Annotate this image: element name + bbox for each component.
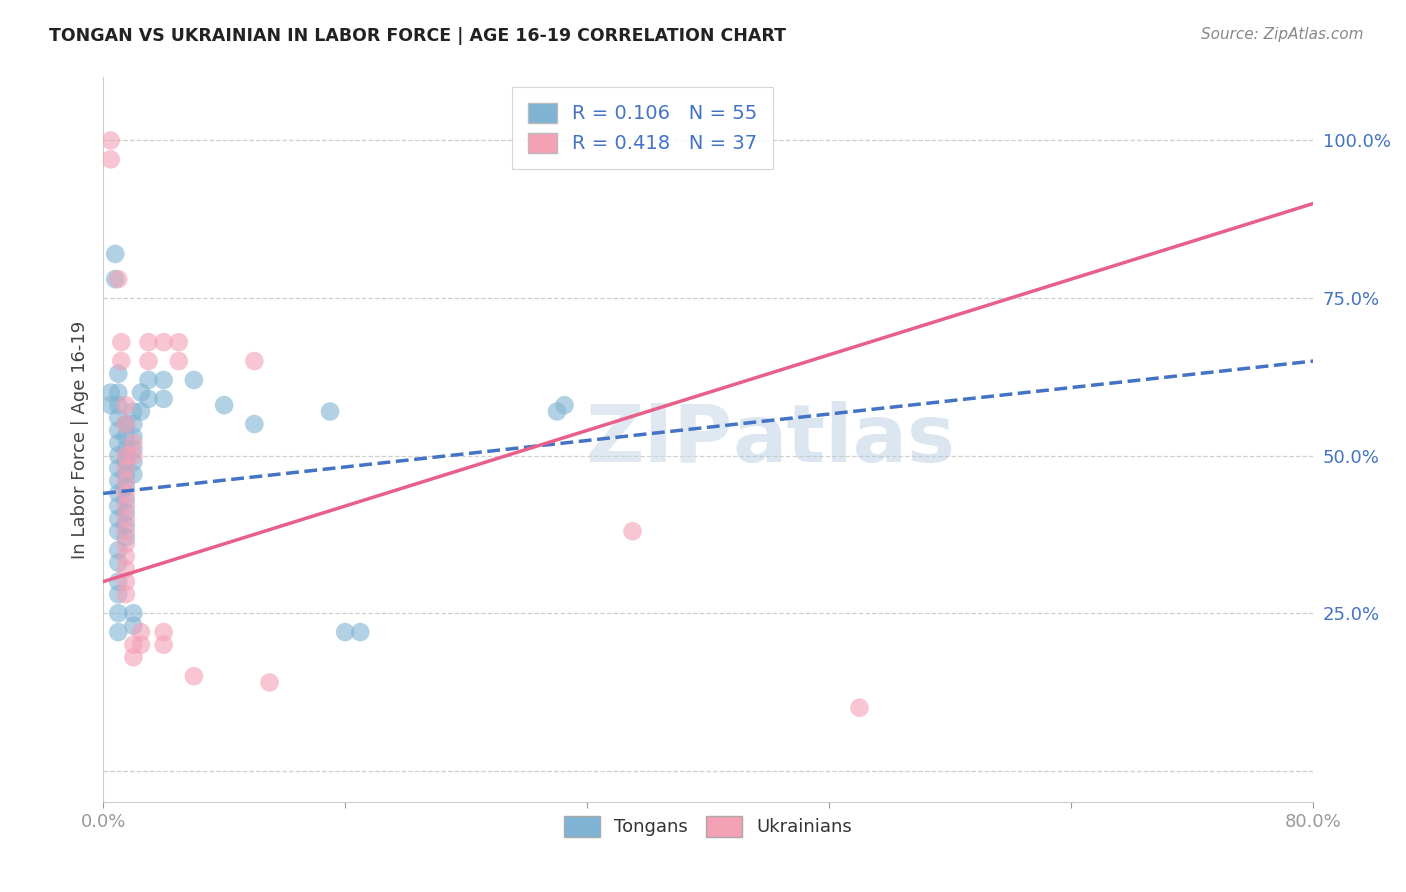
Point [152, 638, 174, 652]
Point [107, 424, 129, 438]
Point [114, 486, 136, 500]
Point [107, 606, 129, 620]
Point [122, 650, 145, 665]
Point [114, 480, 136, 494]
Point [122, 404, 145, 418]
Point [114, 474, 136, 488]
Point [104, 272, 127, 286]
Point [107, 486, 129, 500]
Point [114, 455, 136, 469]
Point [546, 404, 568, 418]
Point [114, 574, 136, 589]
Point [183, 669, 205, 683]
Point [114, 449, 136, 463]
Point [110, 335, 132, 350]
Point [129, 638, 152, 652]
Point [152, 625, 174, 640]
Point [152, 373, 174, 387]
Point [333, 625, 356, 640]
Point [152, 392, 174, 406]
Text: TONGAN VS UKRAINIAN IN LABOR FORCE | AGE 16-19 CORRELATION CHART: TONGAN VS UKRAINIAN IN LABOR FORCE | AGE… [49, 27, 786, 45]
Point [122, 449, 145, 463]
Point [114, 549, 136, 564]
Point [114, 511, 136, 525]
Point [152, 335, 174, 350]
Point [553, 398, 575, 412]
Point [114, 442, 136, 457]
Point [107, 272, 129, 286]
Point [138, 392, 160, 406]
Point [129, 404, 152, 418]
Point [114, 430, 136, 444]
Point [212, 398, 235, 412]
Point [107, 524, 129, 539]
Point [167, 335, 190, 350]
Point [243, 417, 266, 431]
Point [129, 385, 152, 400]
Point [349, 625, 371, 640]
Point [107, 385, 129, 400]
Point [114, 417, 136, 431]
Point [110, 354, 132, 368]
Point [319, 404, 342, 418]
Point [107, 410, 129, 425]
Point [114, 398, 136, 412]
Point [107, 574, 129, 589]
Point [122, 442, 145, 457]
Point [100, 385, 122, 400]
Point [259, 675, 281, 690]
Point [114, 461, 136, 475]
Point [122, 417, 145, 431]
Point [848, 700, 870, 714]
Point [114, 537, 136, 551]
Point [114, 417, 136, 431]
Point [122, 638, 145, 652]
Point [114, 492, 136, 507]
Text: ZIP: ZIP [585, 401, 733, 479]
Point [122, 619, 145, 633]
Point [107, 625, 129, 640]
Point [114, 505, 136, 519]
Point [122, 455, 145, 469]
Point [107, 461, 129, 475]
Point [100, 398, 122, 412]
Point [138, 354, 160, 368]
Point [114, 587, 136, 601]
Point [114, 531, 136, 545]
Point [167, 354, 190, 368]
Point [107, 474, 129, 488]
Point [100, 153, 122, 167]
Point [104, 247, 127, 261]
Point [107, 436, 129, 450]
Point [107, 398, 129, 412]
Point [122, 436, 145, 450]
Text: Source: ZipAtlas.com: Source: ZipAtlas.com [1201, 27, 1364, 42]
Point [122, 606, 145, 620]
Point [107, 511, 129, 525]
Point [114, 499, 136, 513]
Point [129, 625, 152, 640]
Point [114, 524, 136, 539]
Point [138, 373, 160, 387]
Point [138, 335, 160, 350]
Point [107, 449, 129, 463]
Point [122, 467, 145, 482]
Point [114, 518, 136, 533]
Point [107, 587, 129, 601]
Point [107, 499, 129, 513]
Point [114, 467, 136, 482]
Point [243, 354, 266, 368]
Point [621, 524, 644, 539]
Point [183, 373, 205, 387]
Point [107, 556, 129, 570]
Point [122, 430, 145, 444]
Point [100, 133, 122, 147]
Legend: Tongans, Ukrainians: Tongans, Ukrainians [557, 809, 859, 844]
Point [107, 543, 129, 558]
Point [107, 367, 129, 381]
Text: atlas: atlas [733, 401, 956, 479]
Y-axis label: In Labor Force | Age 16-19: In Labor Force | Age 16-19 [72, 321, 89, 559]
Point [114, 562, 136, 576]
